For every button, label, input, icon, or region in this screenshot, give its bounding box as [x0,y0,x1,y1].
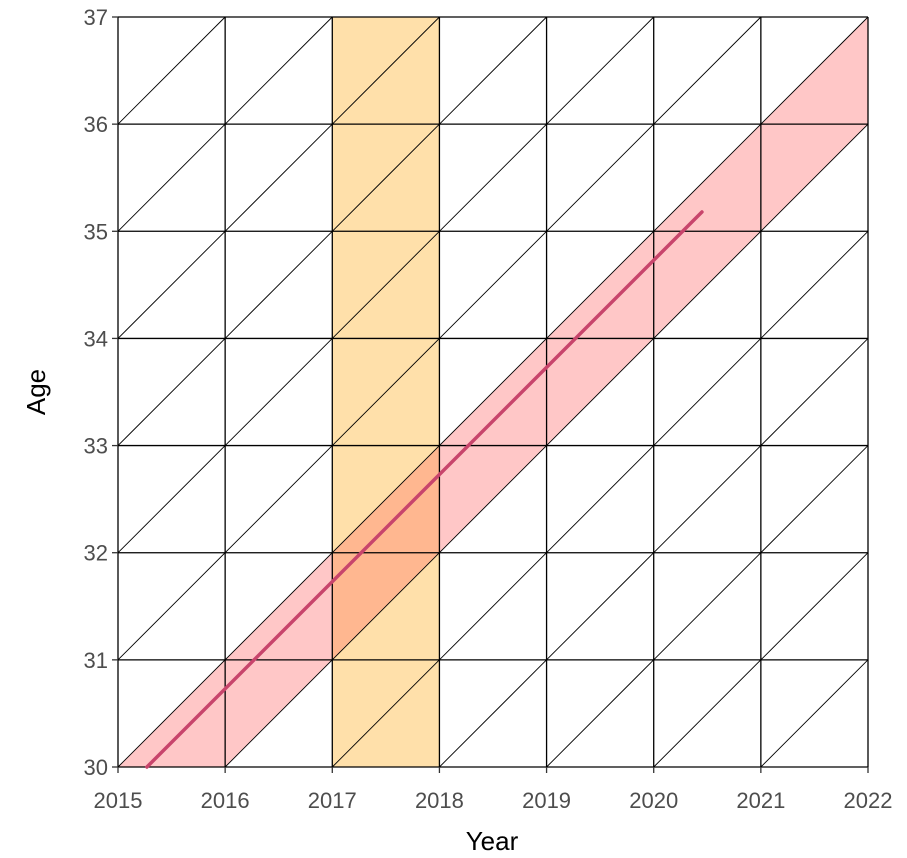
diagonal-2018-32 [439,445,547,554]
diagonal-2020-31 [653,552,762,661]
diagonal-2018-33 [439,338,547,446]
diagonal-2015-32 [117,445,226,554]
diagonal-layer [117,16,869,768]
diagonal-2019-33 [546,338,655,446]
diagonal-2019-31 [546,552,655,661]
diagonal-2017-30 [331,659,440,768]
lifeline [145,210,704,769]
y-tick-label-33: 33 [84,434,108,459]
x-axis-title: Year [466,826,519,856]
diagonal-2019-36 [546,16,655,125]
diagonal-2016-34 [224,230,333,339]
y-tick-label-36: 36 [84,112,108,137]
diagonal-2021-34 [760,230,869,339]
diagonal-2020-33 [653,338,762,446]
y-tick-label-31: 31 [84,648,108,673]
x-tick-label-2015: 2015 [94,788,143,813]
x-tick-label-2022: 2022 [844,788,893,813]
diagonal-2016-30 [224,659,333,768]
diagonal-2018-31 [439,552,547,661]
diagonal-2021-36 [760,16,869,125]
y-tick-label-35: 35 [84,219,108,244]
y-tick-label-32: 32 [84,541,108,566]
diagonal-2016-32 [224,445,333,554]
x-axis-ticks: 2015 2016 2017 2018 2019 2020 2021 2022 [94,767,893,813]
diagonal-2019-35 [546,123,655,232]
diagonal-2018-36 [439,16,547,125]
x-tick-label-2019: 2019 [522,788,571,813]
diagonal-2017-33 [331,338,440,446]
x-tick-label-2020: 2020 [629,788,678,813]
diagonal-2015-35 [117,123,226,232]
diagonal-2019-32 [546,445,655,554]
x-tick-label-2021: 2021 [736,788,785,813]
y-tick-label-37: 37 [84,5,108,30]
diagonal-2021-32 [760,445,869,554]
grid-layer [117,16,869,768]
diagonal-2015-31 [117,552,226,661]
diagonal-2016-31 [224,552,333,661]
lifeline-layer [145,210,704,769]
diagonal-2016-33 [224,338,333,446]
diagonal-2015-36 [117,16,226,125]
x-tick-label-2017: 2017 [308,788,357,813]
diagonal-2021-33 [760,338,869,446]
x-tick-label-2016: 2016 [201,788,250,813]
diagonal-2020-35 [653,123,762,232]
diagonal-2016-36 [224,16,333,125]
diagonal-2021-35 [760,123,869,232]
diagonal-2018-30 [439,659,547,768]
x-tick-label-2018: 2018 [415,788,464,813]
diagonal-2017-34 [331,230,440,339]
diagonal-2021-30 [760,659,869,768]
diagonal-2020-30 [653,659,762,768]
diagonal-2020-36 [653,16,762,125]
diagonal-2017-36 [331,16,440,125]
diagonal-2015-30 [117,659,226,768]
y-tick-label-34: 34 [84,326,108,351]
diagonal-2018-34 [439,230,547,339]
diagonal-2020-32 [653,445,762,554]
y-axis-title: Age [21,369,51,415]
diagonal-2015-34 [117,230,226,339]
diagonal-2019-34 [546,230,655,339]
diagonal-2017-32 [331,445,440,554]
diagonal-2015-33 [117,338,226,446]
diagonal-2021-31 [760,552,869,661]
diagonal-2018-35 [439,123,547,232]
diagonal-2020-34 [653,230,762,339]
diagonal-2017-35 [331,123,440,232]
y-axis-ticks: 30 31 32 33 34 35 36 37 [84,5,118,780]
y-tick-label-30: 30 [84,755,108,780]
diagonal-2016-35 [224,123,333,232]
diagonal-2017-31 [331,552,440,661]
diagonal-2019-30 [546,659,655,768]
